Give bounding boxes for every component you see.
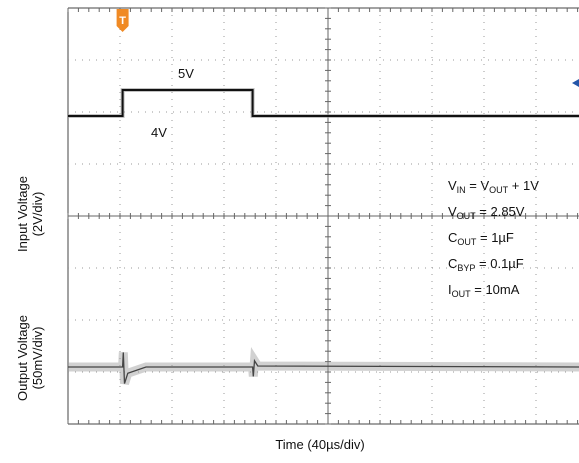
- input-low-level-label: 4V: [151, 125, 167, 140]
- annotation-vin: VIN = VOUT + 1V: [448, 178, 539, 195]
- graticule: [67, 7, 579, 425]
- trigger-marker-label: T: [119, 15, 126, 27]
- y-axis-label-input-line2: (2V/div): [30, 191, 45, 237]
- traces: [68, 88, 579, 385]
- y-axis-label-input-line1: Input Voltage: [15, 176, 30, 252]
- y-axis-label-output-line2: (50mV/div): [30, 326, 45, 390]
- y-axis-label-output: Output Voltage (50mV/div): [15, 288, 45, 428]
- output-voltage-trace: [68, 352, 579, 384]
- y-axis-label-input: Input Voltage (2V/div): [15, 144, 45, 284]
- trigger-marker-icon: [116, 9, 129, 32]
- channel-level-marker-icon: [572, 79, 579, 87]
- annotation-cout: COUT = 1µF: [448, 230, 514, 247]
- annotation-vout: VOUT = 2.85V: [448, 204, 525, 221]
- y-axis-label-output-line1: Output Voltage: [15, 315, 30, 402]
- annotation-iout: IOUT = 10mA: [448, 282, 520, 299]
- x-axis-label: Time (40µs/div): [275, 437, 365, 452]
- markers: T: [116, 9, 579, 87]
- input-voltage-trace: [68, 89, 579, 117]
- annotation-cbyp: CBYP = 0.1µF: [448, 256, 524, 273]
- input-high-level-label: 5V: [178, 66, 194, 81]
